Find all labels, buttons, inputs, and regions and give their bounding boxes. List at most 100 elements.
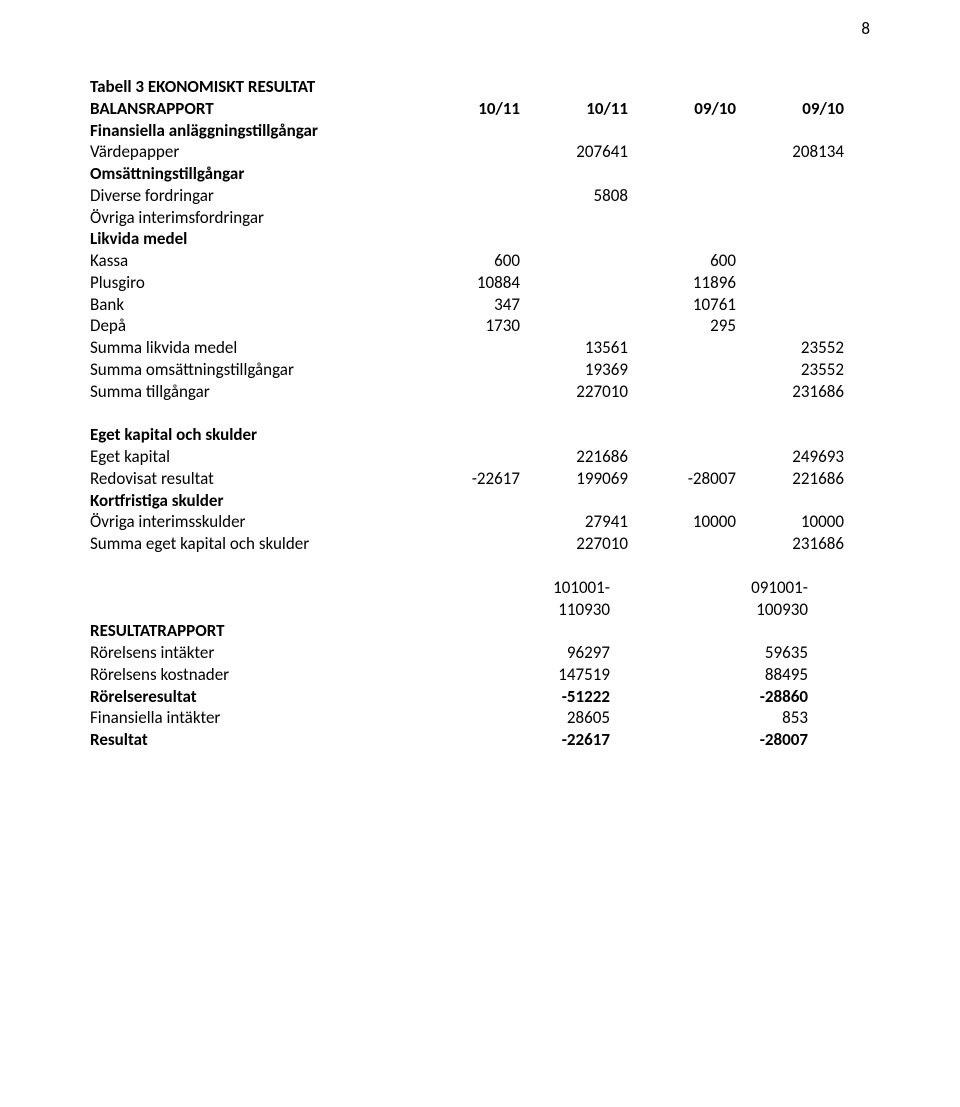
row-c4: 231686 xyxy=(754,533,862,555)
page-number: 8 xyxy=(861,18,870,40)
table-row: Rörelsens kostnader14751988495 xyxy=(90,664,870,686)
row-c2: 13561 xyxy=(538,337,646,359)
row-c4: 231686 xyxy=(754,381,862,403)
section-gap-2 xyxy=(90,555,870,577)
row-c4: 221686 xyxy=(754,468,862,490)
row-c2: 227010 xyxy=(538,533,646,555)
row-c4 xyxy=(754,294,862,316)
row-c1: -51222 xyxy=(430,686,628,708)
row-c4: 249693 xyxy=(754,446,862,468)
table-row: Kortfristiga skulder xyxy=(90,490,870,512)
row-c4 xyxy=(754,272,862,294)
row-c4 xyxy=(754,315,862,337)
table-row: Eget kapital221686249693 xyxy=(90,446,870,468)
row-c2 xyxy=(538,250,646,272)
row-label: Värdepapper xyxy=(90,141,430,163)
row-c2: 19369 xyxy=(538,359,646,381)
table-row: Diverse fordringar5808 xyxy=(90,185,870,207)
table-row: Redovisat resultat-22617199069-280072216… xyxy=(90,468,870,490)
result-header-c2b: 100930 xyxy=(628,599,826,621)
row-c1 xyxy=(430,511,538,533)
row-label: Summa eget kapital och skulder xyxy=(90,533,430,555)
row-c1 xyxy=(430,163,538,185)
balance-header-label: BALANSRAPPORT xyxy=(90,98,430,120)
row-c2 xyxy=(538,120,646,142)
row-c3 xyxy=(646,163,754,185)
table-row: Finansiella intäkter28605853 xyxy=(90,707,870,729)
row-c3 xyxy=(646,228,754,250)
row-c2: 221686 xyxy=(538,446,646,468)
table-title: Tabell 3 EKONOMISKT RESULTAT xyxy=(90,76,870,98)
row-label: Summa tillgångar xyxy=(90,381,430,403)
result-title-row: RESULTATRAPPORT xyxy=(90,620,870,642)
row-c3 xyxy=(646,359,754,381)
row-c3 xyxy=(646,120,754,142)
row-c4: 23552 xyxy=(754,337,862,359)
result-header-row-1: 101001- 091001- xyxy=(90,577,870,599)
table-row: Summa likvida medel1356123552 xyxy=(90,337,870,359)
result-header-spacer xyxy=(90,577,430,599)
row-c1: 1730 xyxy=(430,315,538,337)
balance-header-c3: 09/10 xyxy=(646,98,754,120)
row-c4 xyxy=(754,163,862,185)
row-c4 xyxy=(754,250,862,272)
result-block: 101001- 091001- 110930 100930 RESULTATRA… xyxy=(90,577,870,751)
table-row: Värdepapper207641208134 xyxy=(90,141,870,163)
row-c4 xyxy=(754,490,862,512)
row-c2: 207641 xyxy=(538,141,646,163)
document-page: 8 Tabell 3 EKONOMISKT RESULTAT BALANSRAP… xyxy=(0,0,960,1107)
table-row: Depå1730295 xyxy=(90,315,870,337)
row-c2: 88495 xyxy=(628,664,826,686)
row-c2: 227010 xyxy=(538,381,646,403)
row-c3: -28007 xyxy=(646,468,754,490)
row-c1 xyxy=(430,120,538,142)
row-c3 xyxy=(646,207,754,229)
table-row: Rörelsens intäkter9629759635 xyxy=(90,642,870,664)
row-c3 xyxy=(646,185,754,207)
row-c2: 853 xyxy=(628,707,826,729)
row-c3: 10761 xyxy=(646,294,754,316)
table-row: Omsättningstillgångar xyxy=(90,163,870,185)
row-c3 xyxy=(646,381,754,403)
row-label: Summa omsättningstillgångar xyxy=(90,359,430,381)
table-row: Finansiella anläggningstillgångar xyxy=(90,120,870,142)
row-c1 xyxy=(430,490,538,512)
row-c3: 295 xyxy=(646,315,754,337)
row-c1: -22617 xyxy=(430,468,538,490)
row-c2: -28007 xyxy=(628,729,826,751)
row-c1: 347 xyxy=(430,294,538,316)
table-row: Bank347 10761 xyxy=(90,294,870,316)
table-row: Övriga interimsfordringar xyxy=(90,207,870,229)
row-label: Övriga interimsskulder xyxy=(90,511,430,533)
row-label: Bank xyxy=(90,294,430,316)
row-c1 xyxy=(430,185,538,207)
table-row: Plusgiro1088411896 xyxy=(90,272,870,294)
row-c2: 59635 xyxy=(628,642,826,664)
row-label: Likvida medel xyxy=(90,228,430,250)
equity-section-title: Eget kapital och skulder xyxy=(90,424,430,446)
row-c3: 600 xyxy=(646,250,754,272)
equity-rows-container: Eget kapital221686249693Redovisat result… xyxy=(90,446,870,555)
row-c2 xyxy=(538,163,646,185)
table-row: Rörelseresultat-51222-28860 xyxy=(90,686,870,708)
row-label: Plusgiro xyxy=(90,272,430,294)
row-label: Rörelsens kostnader xyxy=(90,664,430,686)
row-c1 xyxy=(430,446,538,468)
row-label: Kassa xyxy=(90,250,430,272)
row-c4: 23552 xyxy=(754,359,862,381)
balance-header-row: BALANSRAPPORT 10/11 10/11 09/10 09/10 xyxy=(90,98,870,120)
result-title: RESULTATRAPPORT xyxy=(90,620,430,642)
row-c4 xyxy=(754,185,862,207)
result-header-c2a: 091001- xyxy=(628,577,826,599)
row-c1 xyxy=(430,533,538,555)
row-label: Rörelsens intäkter xyxy=(90,642,430,664)
balance-header-c2: 10/11 xyxy=(538,98,646,120)
row-c1 xyxy=(430,141,538,163)
row-c2: 199069 xyxy=(538,468,646,490)
row-label: Övriga interimsfordringar xyxy=(90,207,430,229)
row-c4 xyxy=(754,207,862,229)
row-c3 xyxy=(646,446,754,468)
equity-section-title-row: Eget kapital och skulder xyxy=(90,424,870,446)
row-c3: 11896 xyxy=(646,272,754,294)
row-c3 xyxy=(646,490,754,512)
